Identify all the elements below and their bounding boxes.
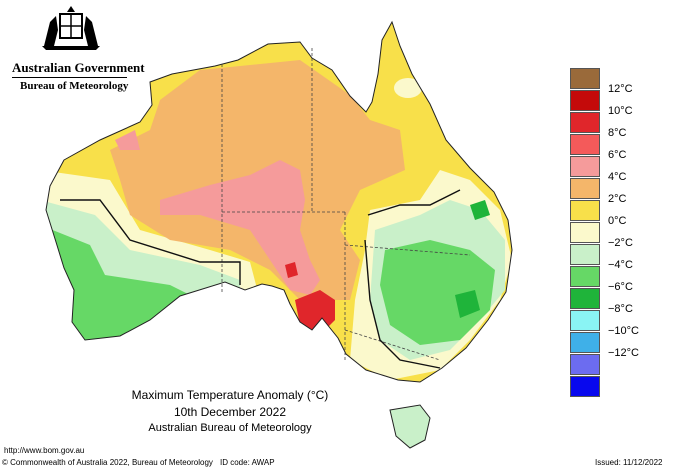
map-source: Australian Bureau of Meteorology bbox=[148, 422, 312, 434]
legend-label: 8°C bbox=[608, 127, 627, 139]
legend-label: 4°C bbox=[608, 171, 627, 183]
government-title: Australian Government bbox=[12, 60, 145, 75]
footer-url-link[interactable]: http://www.bom.gov.au bbox=[4, 446, 85, 455]
coat-of-arms-icon bbox=[42, 6, 100, 50]
zone-8c-inland bbox=[285, 262, 298, 278]
legend-label: −6°C bbox=[608, 281, 633, 293]
legend-label: 10°C bbox=[608, 105, 633, 117]
legend-swatch bbox=[570, 68, 600, 89]
tasmania bbox=[389, 404, 431, 449]
zero-isotherm bbox=[60, 189, 461, 369]
map-date: 10th December 2022 bbox=[173, 405, 287, 419]
legend-swatch bbox=[570, 244, 600, 265]
legend-swatch bbox=[570, 266, 600, 287]
legend-label: −10°C bbox=[608, 325, 640, 337]
zone-m6c-northeast bbox=[470, 200, 490, 220]
legend-swatch bbox=[570, 90, 600, 111]
legend-label: 12°C bbox=[608, 83, 633, 95]
legend-label: −2°C bbox=[608, 237, 633, 249]
legend-label: −4°C bbox=[608, 259, 633, 271]
legend-swatch bbox=[570, 222, 600, 243]
legend-label: −12°C bbox=[608, 347, 640, 359]
legend-label: 6°C bbox=[608, 149, 627, 161]
legend-swatch bbox=[570, 156, 600, 177]
legend-swatch bbox=[570, 376, 600, 397]
legend-label: 2°C bbox=[608, 193, 627, 205]
legend-swatch bbox=[570, 200, 600, 221]
legend-swatch bbox=[570, 112, 600, 133]
map-title: Maximum Temperature Anomaly (°C) bbox=[131, 388, 329, 402]
legend-swatch bbox=[570, 310, 600, 331]
zone-6c-interior bbox=[160, 160, 320, 295]
bureau-title: Bureau of Meteorology bbox=[20, 80, 129, 92]
legend-label: −8°C bbox=[608, 303, 633, 315]
state-borders bbox=[221, 48, 471, 361]
branding-divider bbox=[12, 77, 127, 78]
footer-issued-date: Issued: 11/12/2022 bbox=[595, 458, 663, 467]
zone-m4c-east bbox=[380, 240, 495, 345]
legend-swatch bbox=[570, 178, 600, 199]
legend-swatch bbox=[570, 288, 600, 309]
legend-label: 0°C bbox=[608, 215, 627, 227]
mainland-outline bbox=[45, 20, 513, 383]
legend-swatch bbox=[570, 134, 600, 155]
legend-swatch bbox=[570, 332, 600, 353]
zone-0c-north bbox=[394, 78, 422, 98]
zone-m6c-east bbox=[455, 290, 480, 318]
zone-6c-northwest bbox=[115, 130, 140, 150]
footer-copyright: © Commonwealth of Australia 2022, Bureau… bbox=[2, 458, 213, 467]
footer-id-code: ID code: AWAP bbox=[220, 458, 275, 467]
legend-swatch bbox=[570, 354, 600, 375]
